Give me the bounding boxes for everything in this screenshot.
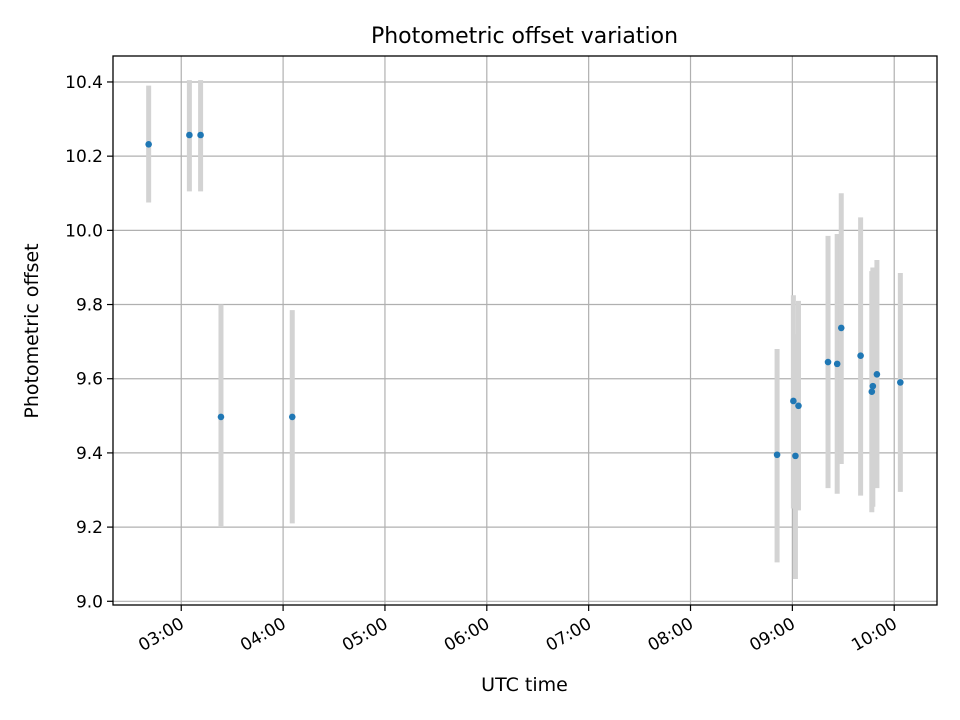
data-point (869, 382, 877, 390)
data-point (145, 140, 152, 148)
data-point (897, 379, 904, 386)
y-tick-label: 9.0 (76, 592, 103, 612)
plot-frame (112, 55, 938, 606)
data-point (773, 451, 781, 459)
x-tick-label: 05:00 (339, 614, 391, 656)
y-tick-label: 9.2 (76, 518, 103, 538)
data-point (217, 413, 225, 421)
error-bars (146, 80, 903, 580)
x-tick-label: 10:00 (848, 614, 900, 656)
chart-title: Photometric offset variation (371, 24, 678, 49)
data-point (824, 358, 832, 366)
y-tick-label: 10.2 (65, 147, 103, 167)
data-point (873, 370, 881, 378)
x-axis-label: UTC time (481, 674, 568, 696)
x-tick-label: 06:00 (441, 614, 493, 656)
x-tick-label: 03:00 (135, 614, 187, 656)
y-tick-label: 10.0 (65, 221, 103, 241)
y-tick-label: 9.6 (76, 370, 103, 390)
data-point (288, 413, 296, 421)
data-point (186, 131, 193, 139)
data-point (837, 324, 845, 332)
x-tick-label: 08:00 (645, 614, 697, 656)
x-tick-label: 04:00 (237, 614, 289, 656)
data-point (790, 397, 797, 405)
y-tick-label: 10.4 (65, 73, 103, 93)
y-tick-label: 9.4 (76, 444, 103, 464)
x-tick-label: 07:00 (543, 614, 595, 656)
data-point (857, 352, 864, 360)
y-tick-label: 9.8 (76, 296, 103, 316)
x-tick-label: 09:00 (746, 614, 798, 656)
data-point (868, 388, 876, 396)
data-points (145, 131, 904, 460)
data-point (197, 131, 204, 139)
data-point (792, 452, 799, 460)
grid-lines (113, 56, 937, 605)
data-point (833, 360, 841, 368)
data-point (795, 402, 802, 410)
y-axis-label: Photometric offset (21, 243, 43, 418)
